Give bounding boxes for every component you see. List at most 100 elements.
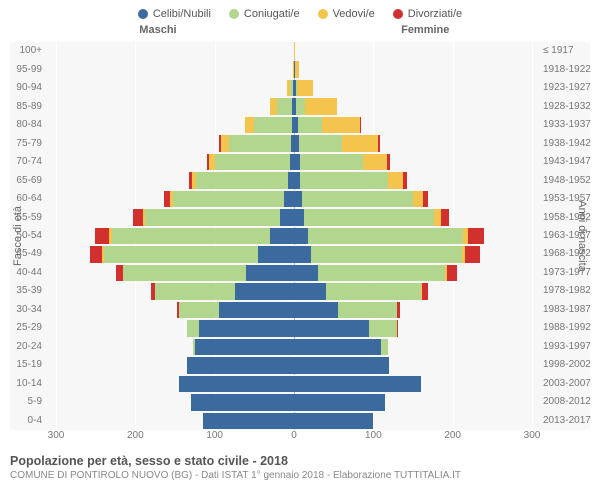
bar-segment bbox=[294, 265, 318, 281]
bar-segment bbox=[297, 80, 313, 96]
pyramid-row bbox=[56, 338, 532, 356]
bar-segment bbox=[308, 228, 463, 244]
bar-male bbox=[245, 117, 294, 133]
bar-male bbox=[164, 191, 294, 207]
chart-title: Popolazione per età, sesso e stato civil… bbox=[10, 454, 590, 468]
bar-female bbox=[294, 191, 428, 207]
pyramid-row bbox=[56, 282, 532, 300]
y-tick-age: 70-74 bbox=[4, 156, 44, 167]
legend-label: Coniugati/e bbox=[244, 8, 300, 20]
bar-segment bbox=[338, 302, 398, 318]
bar-segment bbox=[104, 246, 259, 262]
y-tick-birth: 1993-1997 bbox=[541, 341, 596, 352]
y-tick-birth: 1998-2002 bbox=[541, 359, 596, 370]
bar-segment bbox=[294, 191, 302, 207]
pyramid-row bbox=[56, 42, 532, 60]
bar-female bbox=[294, 357, 389, 373]
bar-segment bbox=[112, 228, 271, 244]
bar-segment bbox=[95, 228, 109, 244]
y-tick-age: 15-19 bbox=[4, 359, 44, 370]
pyramid-row bbox=[56, 264, 532, 282]
bar-female bbox=[294, 80, 313, 96]
bar-segment bbox=[441, 209, 449, 225]
pyramid-row bbox=[56, 301, 532, 319]
bar-segment bbox=[378, 135, 380, 151]
y-tick-age: 20-24 bbox=[4, 341, 44, 352]
bar-segment bbox=[360, 117, 362, 133]
bar-segment bbox=[219, 302, 294, 318]
y-tick-age: 85-89 bbox=[4, 101, 44, 112]
bar-segment bbox=[326, 283, 421, 299]
bar-segment bbox=[229, 135, 291, 151]
y-tick-age: 80-84 bbox=[4, 119, 44, 130]
y-tick-age: 90-94 bbox=[4, 82, 44, 93]
y-tick-age: 75-79 bbox=[4, 138, 44, 149]
y-tick-birth: 1948-1952 bbox=[541, 175, 596, 186]
legend-item: Celibi/Nubili bbox=[138, 8, 211, 20]
y-tick-age: 65-69 bbox=[4, 175, 44, 186]
y-tick-birth: 1928-1932 bbox=[541, 101, 596, 112]
bar-segment bbox=[387, 154, 390, 170]
legend-label: Celibi/Nubili bbox=[153, 8, 211, 20]
bar-segment bbox=[447, 265, 457, 281]
y-tick-age: 50-54 bbox=[4, 230, 44, 241]
bar-segment bbox=[221, 135, 229, 151]
y-tick-birth: 1983-1987 bbox=[541, 304, 596, 315]
legend-item: Divorziati/e bbox=[393, 8, 462, 20]
bar-segment bbox=[294, 283, 326, 299]
bar-female bbox=[294, 265, 457, 281]
bar-segment bbox=[294, 43, 295, 59]
y-tick-birth: 1953-1957 bbox=[541, 193, 596, 204]
y-tick-age: 10-14 bbox=[4, 378, 44, 389]
y-tick-age: 60-64 bbox=[4, 193, 44, 204]
x-tick: 0 bbox=[291, 430, 297, 441]
bar-male bbox=[203, 413, 294, 429]
bar-male bbox=[116, 265, 294, 281]
bar-segment bbox=[203, 413, 294, 429]
bar-male bbox=[179, 376, 294, 392]
bar-male bbox=[90, 246, 294, 262]
bar-segment bbox=[381, 339, 387, 355]
bar-female bbox=[294, 339, 388, 355]
legend-item: Vedovi/e bbox=[318, 8, 375, 20]
header-female: Femmine bbox=[401, 24, 449, 36]
bar-segment bbox=[179, 302, 219, 318]
bar-male bbox=[191, 394, 294, 410]
y-tick-birth: 2008-2012 bbox=[541, 396, 596, 407]
bar-segment bbox=[300, 154, 363, 170]
bar-segment bbox=[246, 265, 294, 281]
x-tick: 100 bbox=[365, 430, 382, 441]
bar-male bbox=[219, 135, 294, 151]
bar-segment bbox=[294, 209, 304, 225]
x-tick: 100 bbox=[206, 430, 223, 441]
y-tick-age: 5-9 bbox=[4, 396, 44, 407]
bar-female bbox=[294, 154, 390, 170]
bar-segment bbox=[413, 191, 423, 207]
bar-female bbox=[294, 320, 398, 336]
chart-subtitle: COMUNE DI PONTIROLO NUOVO (BG) - Dati IS… bbox=[10, 470, 590, 481]
bar-segment bbox=[294, 228, 308, 244]
y-tick-birth: 2013-2017 bbox=[541, 415, 596, 426]
bar-segment bbox=[465, 246, 479, 262]
bar-female bbox=[294, 43, 295, 59]
bar-segment bbox=[90, 246, 102, 262]
bar-segment bbox=[133, 209, 143, 225]
pyramid-row bbox=[56, 134, 532, 152]
bar-male bbox=[95, 228, 294, 244]
bar-male bbox=[189, 172, 294, 188]
bar-segment bbox=[191, 394, 294, 410]
bar-segment bbox=[270, 228, 294, 244]
bar-segment bbox=[302, 191, 413, 207]
bar-segment bbox=[179, 376, 294, 392]
y-tick-birth: 1918-1922 bbox=[541, 64, 596, 75]
pyramid-row bbox=[56, 227, 532, 245]
y-tick-birth: 1933-1937 bbox=[541, 119, 596, 130]
bar-segment bbox=[388, 172, 404, 188]
y-tick-age: 25-29 bbox=[4, 322, 44, 333]
bar-segment bbox=[304, 209, 435, 225]
y-tick-birth: 2003-2007 bbox=[541, 378, 596, 389]
y-tick-age: 0-4 bbox=[4, 415, 44, 426]
bar-segment bbox=[187, 357, 294, 373]
pyramid-row bbox=[56, 319, 532, 337]
gridline bbox=[532, 42, 533, 430]
